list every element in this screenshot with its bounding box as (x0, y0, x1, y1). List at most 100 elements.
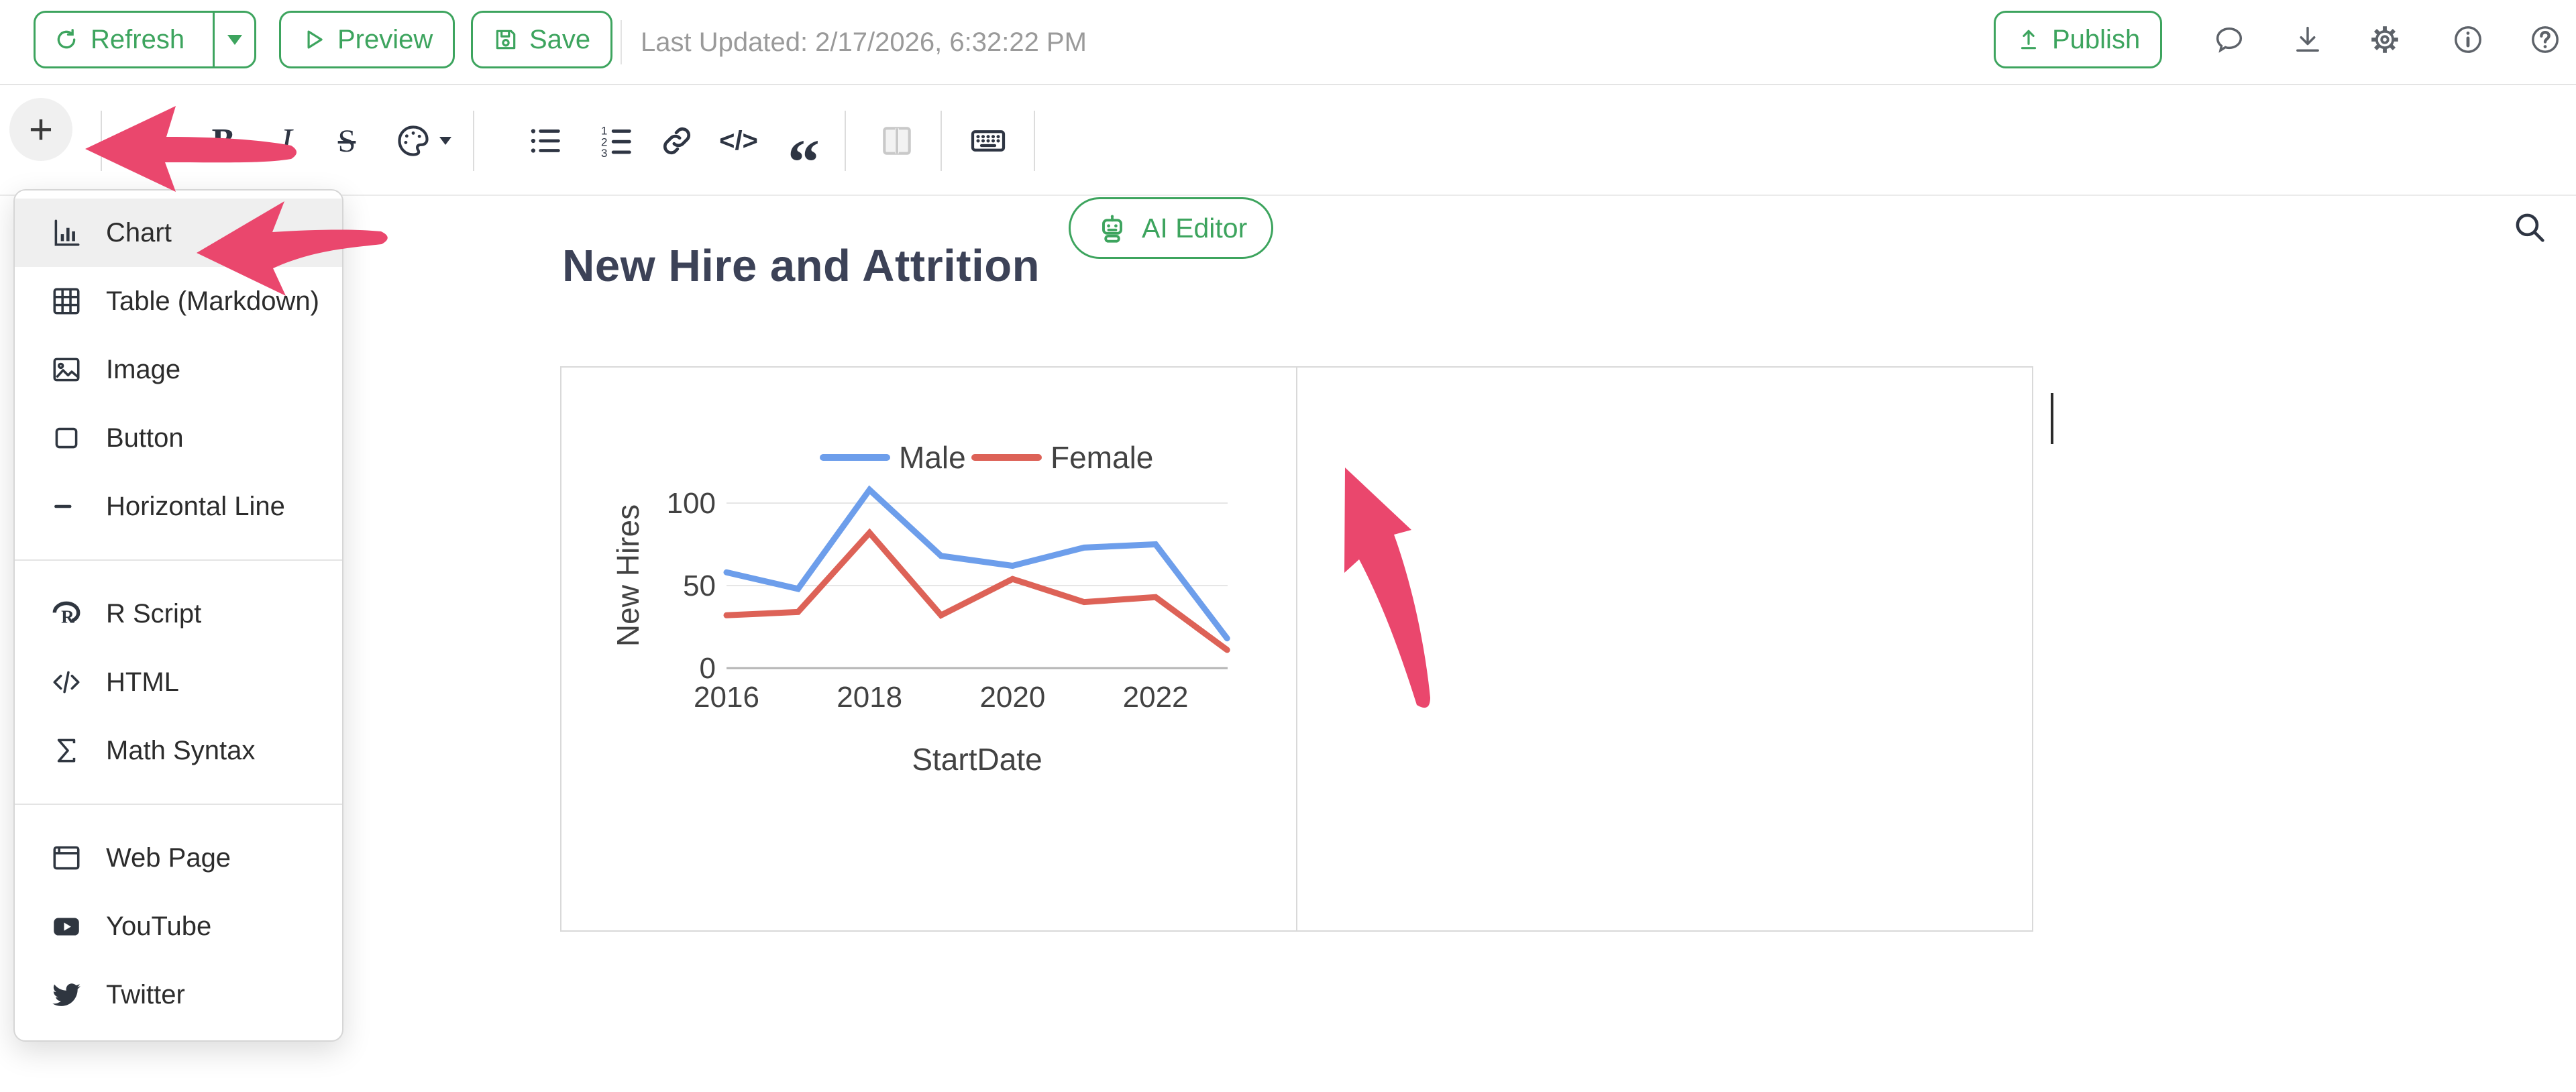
link-button[interactable] (653, 117, 700, 164)
menu-item-label: Twitter (106, 979, 185, 1009)
table-icon (50, 284, 83, 318)
format-toolbar: + B I S (0, 85, 2576, 259)
save-icon (493, 27, 519, 52)
horizontal-line-icon (50, 490, 83, 523)
svg-text:R: R (61, 607, 74, 627)
menu-item-twitter[interactable]: Twitter (15, 961, 342, 1029)
code-icon: </> (719, 125, 758, 156)
robot-icon (1102, 215, 1122, 243)
x-tick-label: 2020 (979, 681, 1045, 714)
bullet-list-button[interactable] (522, 117, 569, 164)
code-icon (50, 665, 83, 699)
menu-item-label: HTML (106, 667, 179, 697)
refresh-icon (53, 26, 80, 53)
columns-button[interactable] (873, 117, 920, 164)
save-label: Save (529, 24, 591, 54)
menu-item-web-page[interactable]: Web Page (15, 824, 342, 892)
toolbar-separator (941, 111, 942, 171)
ai-editor-button[interactable]: AI Editor (1069, 197, 1274, 259)
menu-item-label: Web Page (106, 842, 231, 873)
menu-item-label: Horizontal Line (106, 491, 285, 521)
italic-button[interactable]: I (264, 117, 309, 164)
columns-icon (883, 127, 911, 155)
ai-editor-label: AI Editor (1142, 212, 1248, 243)
bullet-list-icon (531, 129, 560, 153)
menu-item-horizontal-line[interactable]: Horizontal Line (15, 472, 342, 541)
menu-item-r-script[interactable]: R R Script (15, 580, 342, 648)
chat-bubble-icon (2216, 28, 2243, 53)
refresh-dropdown-button[interactable] (213, 13, 254, 66)
download-icon (2296, 26, 2319, 52)
numbered-list-icon: 1 2 3 (601, 124, 631, 160)
menu-item-html[interactable]: HTML (15, 648, 342, 716)
x-tick-label: 2018 (837, 681, 902, 714)
menu-item-label: YouTube (106, 911, 212, 941)
empty-text-column[interactable] (1297, 368, 2053, 930)
search-button[interactable] (2510, 208, 2549, 247)
numbered-list-button[interactable]: 1 2 3 (593, 117, 640, 164)
legend-label: Female (1051, 440, 1153, 475)
keyboard-icon (971, 130, 1006, 152)
y-tick-label: 50 (683, 569, 716, 602)
series-line-male (723, 485, 1230, 642)
y-axis-title: New Hires (610, 504, 645, 647)
twitter-icon (50, 978, 83, 1012)
code-button[interactable]: </> (712, 117, 765, 164)
bold-button[interactable]: B (201, 117, 246, 164)
play-icon (301, 27, 327, 52)
menu-item-youtube[interactable]: YouTube (15, 892, 342, 961)
menu-item-label: Image (106, 354, 181, 384)
menu-divider (15, 804, 342, 805)
text-cursor (2051, 393, 2053, 444)
question-icon (2532, 26, 2559, 53)
menu-item-label: Button (106, 423, 184, 453)
text-color-button[interactable] (382, 117, 463, 164)
settings-button[interactable] (2366, 21, 2404, 58)
publish-button[interactable]: Publish (1994, 11, 2163, 68)
page-title: New Hire and Attrition (562, 241, 1040, 291)
download-button[interactable] (2289, 21, 2326, 58)
two-column-block: 0 50 100 2016 2018 2020 2022 StartDate New Hires… (560, 366, 2053, 932)
blockquote-button[interactable]: “ (777, 124, 830, 195)
menu-item-label: Math Syntax (106, 735, 256, 765)
y-tick-label: 100 (667, 487, 716, 520)
palette-icon (398, 125, 429, 156)
column-divider (1296, 368, 1297, 930)
menu-divider (15, 559, 342, 561)
comments-button[interactable] (2210, 21, 2248, 58)
top-toolbar: Refresh Preview (0, 0, 2576, 85)
r-logo-icon: R (50, 597, 83, 631)
publish-label: Publish (2052, 24, 2141, 54)
svg-text:3: 3 (601, 147, 607, 160)
toolbar-separator (845, 111, 846, 171)
save-button[interactable]: Save (471, 11, 613, 68)
menu-item-chart[interactable]: Chart (15, 199, 342, 267)
italic-icon: I (280, 121, 292, 160)
line-chart: 0 50 100 2016 2018 2020 2022 StartDate New Hires… (610, 440, 1230, 777)
menu-item-button[interactable]: Button (15, 404, 342, 472)
strikethrough-icon: S (337, 123, 356, 159)
toolbar-separator (473, 111, 474, 171)
plus-icon: + (28, 106, 54, 153)
x-axis-title: StartDate (912, 742, 1042, 777)
chevron-down-icon (227, 34, 242, 45)
refresh-button[interactable]: Refresh (34, 11, 257, 68)
info-button[interactable] (2449, 21, 2487, 58)
keyboard-shortcuts-button[interactable] (965, 117, 1012, 164)
menu-item-image[interactable]: Image (15, 335, 342, 404)
menu-item-math-syntax[interactable]: Math Syntax (15, 716, 342, 785)
toolbar-separator (1034, 111, 1035, 171)
menu-item-label: Chart (106, 217, 172, 248)
preview-button[interactable]: Preview (279, 11, 455, 68)
x-tick-label: 2022 (1123, 681, 1189, 714)
menu-item-label: Table (Markdown) (106, 286, 319, 316)
help-button[interactable] (2526, 21, 2564, 58)
strikethrough-button[interactable]: S (325, 117, 369, 164)
preview-label: Preview (337, 24, 433, 54)
insert-block-button[interactable]: + (9, 98, 72, 161)
menu-item-table[interactable]: Table (Markdown) (15, 267, 342, 335)
x-tick-label: 2016 (694, 681, 759, 714)
y-tick-label: 0 (700, 652, 716, 685)
bold-icon: B (211, 121, 235, 160)
